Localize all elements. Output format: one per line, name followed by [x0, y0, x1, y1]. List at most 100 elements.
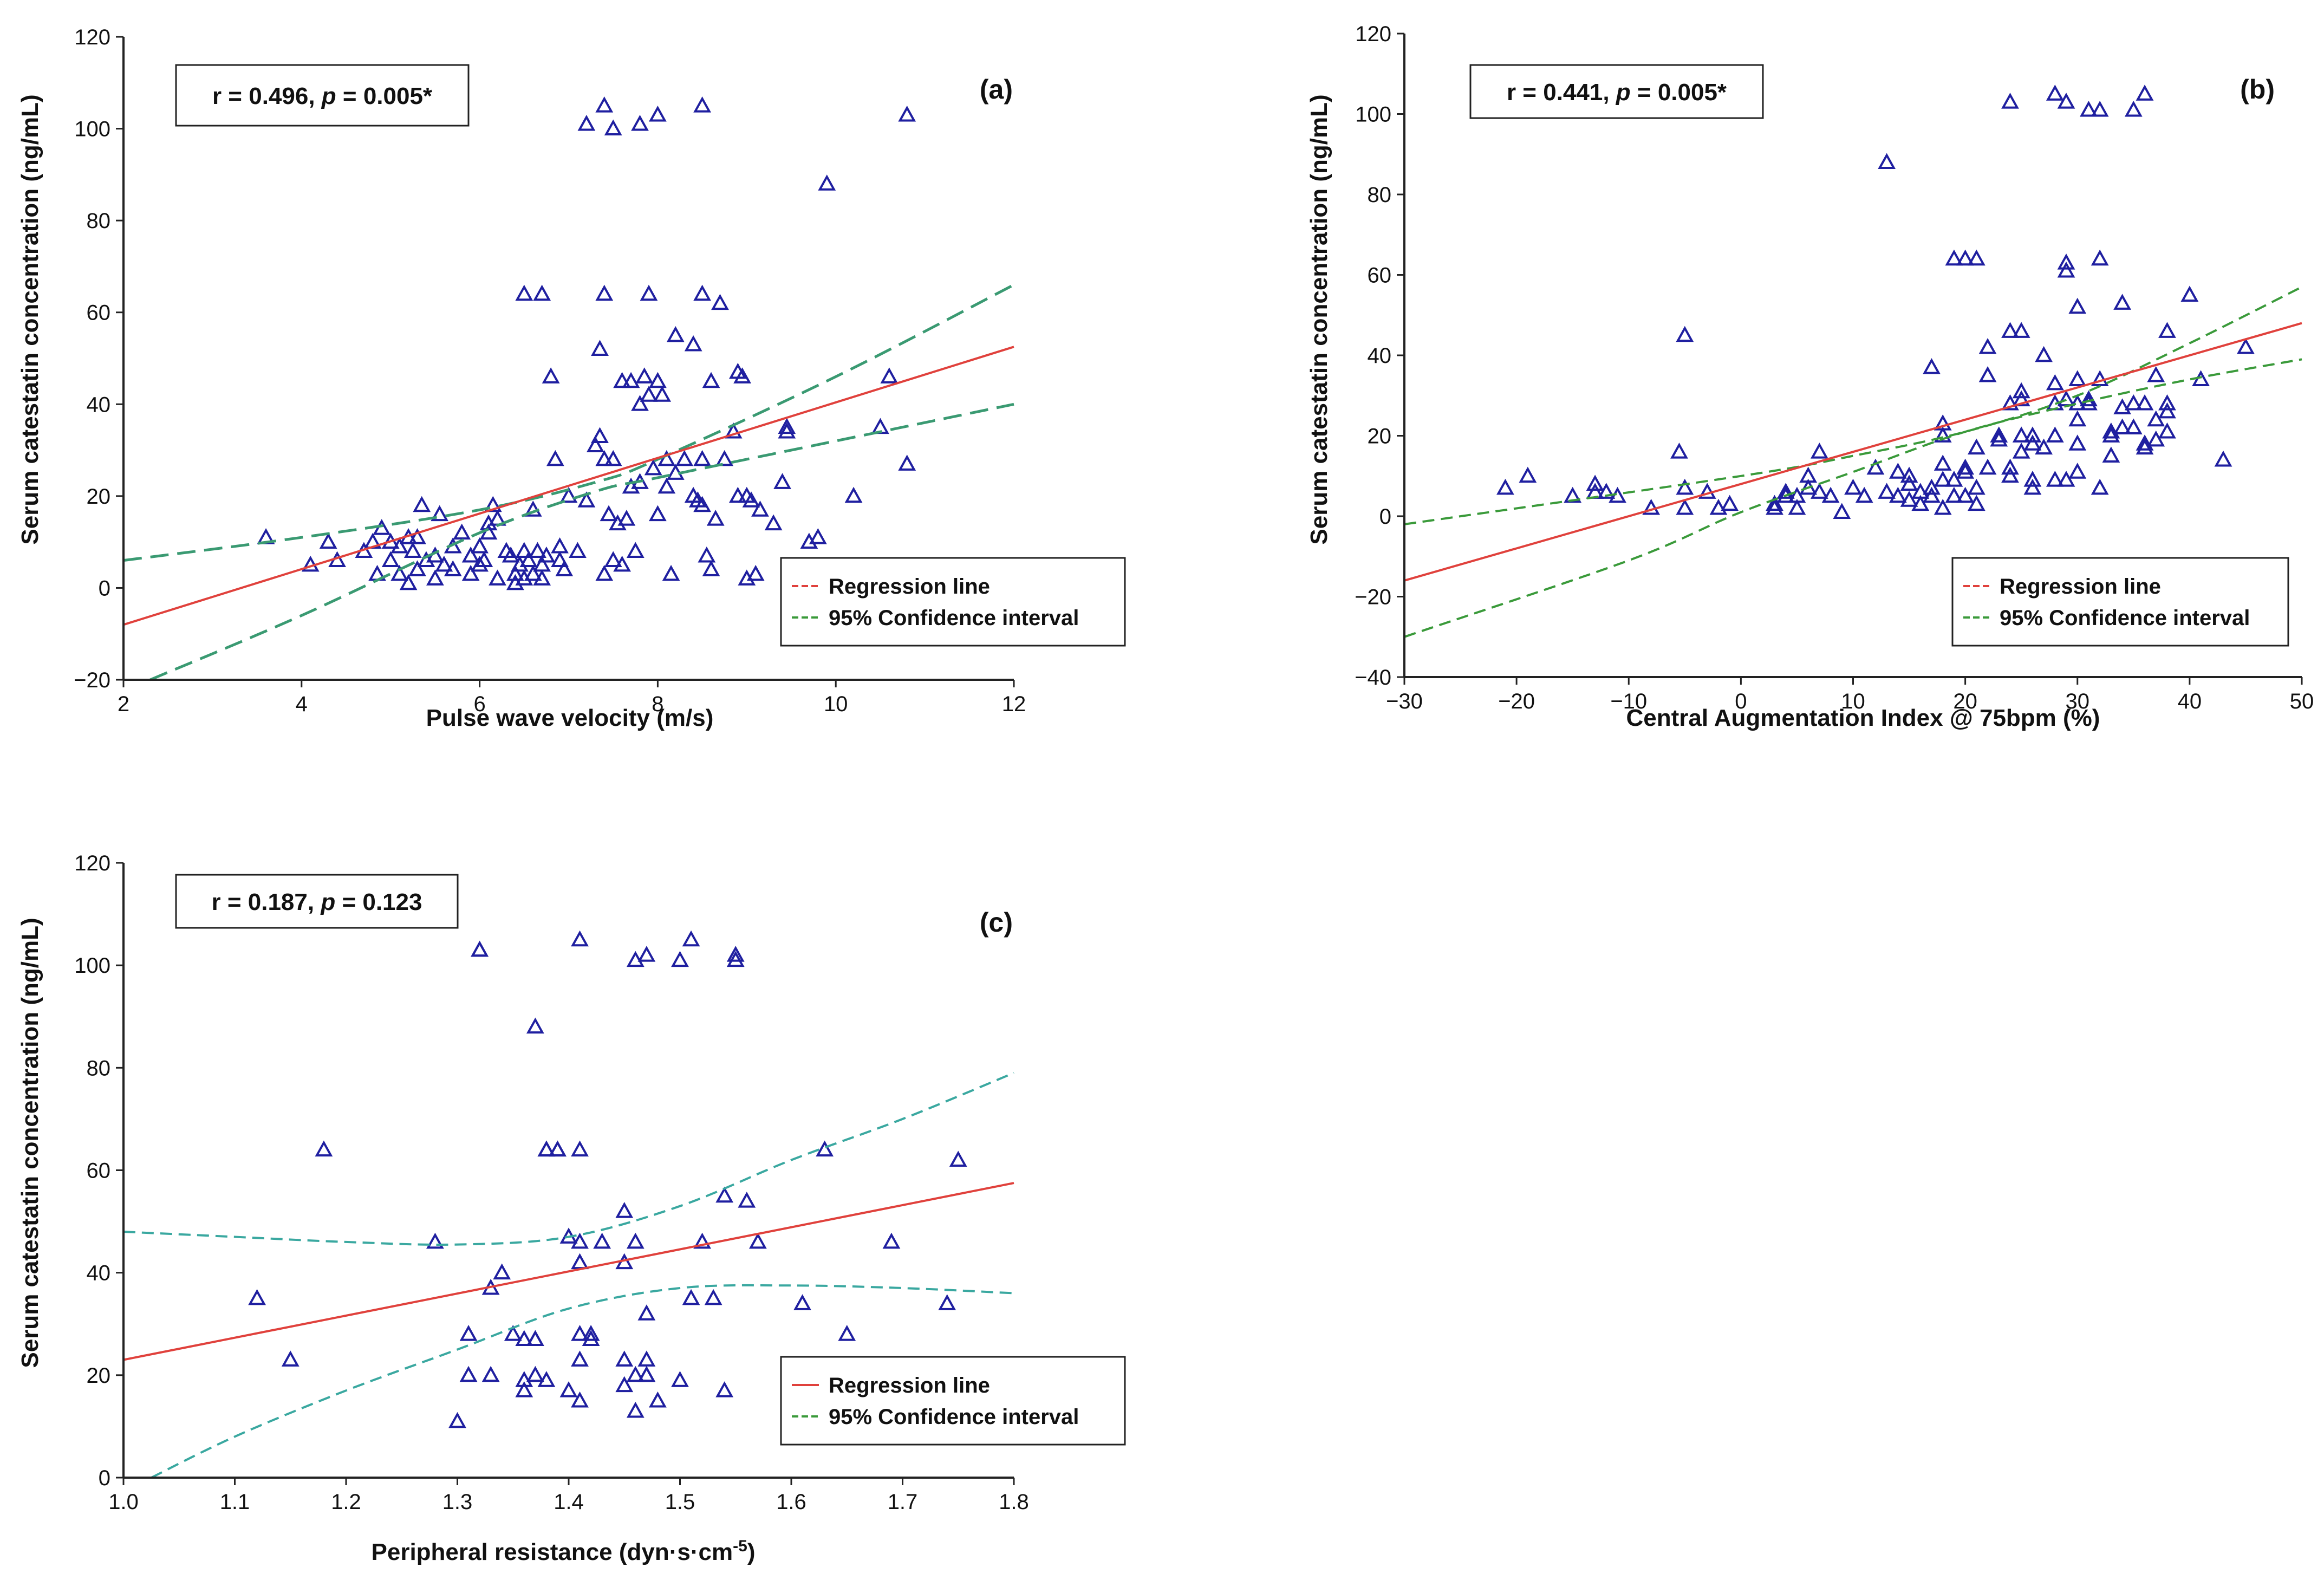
data-point — [571, 1325, 589, 1341]
data-point — [2068, 463, 2087, 479]
data-point — [1721, 495, 1739, 511]
panel-b: −40 −20 0 20 40 60 80 100 120 −30 −20 −10 0 10 20 30 40 5… — [1306, 22, 2314, 731]
panel-a-ci-upper — [123, 283, 1015, 562]
data-point — [519, 551, 538, 567]
data-point — [1934, 471, 1952, 487]
data-point — [537, 1140, 556, 1157]
data-point — [546, 450, 564, 466]
data-point — [315, 1140, 333, 1157]
data-point — [2057, 93, 2075, 109]
data-point — [2001, 322, 2019, 338]
data-point — [453, 523, 471, 540]
x-tick-label: 1.6 — [776, 1490, 806, 1514]
panel-c-ci-upper — [123, 1071, 1014, 1246]
y-tick-label: 80 — [1368, 183, 1392, 207]
data-point — [658, 477, 676, 494]
panel-c-points — [248, 930, 967, 1428]
data-point — [2102, 422, 2120, 439]
panel-b-xlabel: Central Augmentation Index @ 75bpm (%) — [1626, 705, 2100, 731]
data-point — [461, 564, 480, 581]
data-point — [2102, 426, 2120, 443]
panel-a-legend: Regression line 95% Confidence interval — [780, 557, 1126, 647]
data-point — [537, 1371, 556, 1387]
data-point — [613, 372, 632, 388]
data-point — [715, 1381, 734, 1397]
y-tick-label: 40 — [1368, 344, 1392, 368]
panel-c-xlabel-end: ) — [747, 1539, 756, 1565]
data-point — [448, 1412, 466, 1428]
data-point — [493, 1263, 511, 1280]
data-point — [2057, 390, 2075, 407]
data-point — [738, 1192, 756, 1208]
panel-a-stat-box: r = 0.496, p = 0.005* — [175, 64, 470, 127]
y-tick-label: 40 — [87, 1262, 111, 1285]
data-point — [2001, 394, 2019, 411]
data-point — [671, 951, 689, 967]
data-point — [1821, 486, 1840, 503]
x-tick-label: 10 — [824, 692, 848, 716]
y-tick-label: 100 — [74, 954, 110, 978]
data-point — [726, 946, 745, 962]
x-tick-label: 50 — [2290, 690, 2314, 713]
data-point — [515, 1371, 533, 1387]
data-point — [471, 555, 489, 572]
data-point — [844, 486, 863, 503]
y-tick-label: 20 — [1368, 425, 1392, 448]
panel-c-stat-box: r = 0.187, p = 0.123 — [175, 874, 459, 929]
y-tick-label: 0 — [99, 576, 110, 600]
data-point — [1923, 478, 1941, 495]
data-point — [549, 1140, 567, 1157]
data-point — [793, 1294, 811, 1310]
data-point — [444, 560, 462, 576]
data-point — [1788, 486, 1806, 503]
x-tick-label: 1.2 — [331, 1490, 361, 1514]
panel-c: 0 20 40 60 80 100 120 1.0 1.1 1.2 1.3 1.4 1.5 1.6 1.7 1… — [17, 851, 1126, 1566]
data-point — [1597, 483, 1616, 499]
data-point — [1878, 153, 1896, 169]
data-point — [2068, 297, 2087, 314]
data-point — [571, 1232, 589, 1249]
data-point — [938, 1294, 956, 1310]
data-point — [1911, 495, 1930, 511]
y-tick-label: −20 — [1355, 586, 1391, 609]
data-point — [1496, 478, 1514, 495]
x-tick-label: 10 — [1841, 690, 1865, 713]
data-point — [426, 569, 444, 586]
data-point — [399, 574, 418, 590]
data-point — [471, 940, 489, 957]
data-point — [733, 367, 751, 383]
x-tick-label: 1.1 — [220, 1490, 250, 1514]
data-point — [571, 1392, 589, 1408]
panel-b-ci-lower — [1404, 358, 2302, 638]
data-point — [471, 537, 489, 554]
data-point — [2023, 434, 2042, 451]
data-point — [1967, 478, 1986, 495]
y-tick-label: 60 — [87, 301, 111, 325]
panel-a-axes: −20 0 20 40 60 80 100 120 2 4 6 8 10 12 — [74, 25, 1026, 716]
data-point — [533, 555, 551, 572]
data-point — [702, 372, 720, 388]
panel-a-legend-regression-label: Regression line — [829, 575, 990, 599]
panel-c-xlabel: Peripheral resistance (dyn·s·cm-5) — [372, 1537, 756, 1566]
data-point — [2035, 346, 2053, 362]
data-point — [2080, 100, 2098, 117]
x-tick-label: 1.3 — [442, 1490, 473, 1514]
data-point — [489, 569, 506, 586]
data-point — [2147, 366, 2165, 382]
y-tick-label: 80 — [87, 209, 111, 233]
data-point — [426, 1232, 444, 1249]
data-point — [569, 542, 587, 558]
panel-c-xlabel-main: Peripheral resistance (dyn·s·cm — [372, 1539, 733, 1565]
data-point — [1788, 499, 1806, 515]
x-tick-label: 2 — [118, 692, 129, 716]
data-point — [533, 284, 551, 301]
data-point — [1967, 249, 1986, 266]
data-point — [459, 1325, 478, 1341]
data-point — [644, 459, 662, 476]
data-point — [728, 486, 747, 503]
data-point — [595, 284, 614, 301]
data-point — [726, 951, 745, 967]
x-tick-label: 30 — [2066, 690, 2090, 713]
data-point — [484, 496, 502, 512]
data-point — [2012, 322, 2030, 338]
